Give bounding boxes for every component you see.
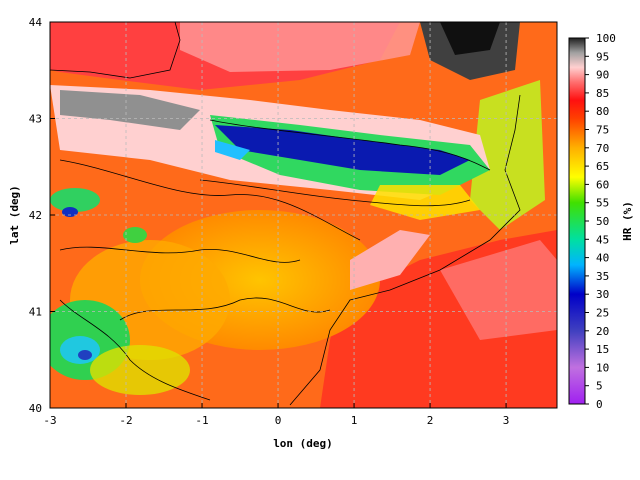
x-tick-label: -3 — [43, 414, 56, 427]
colorbar-tick-label: 65 — [596, 160, 609, 173]
colorbar-tick-label: 70 — [596, 142, 609, 155]
west-blue-42 — [62, 207, 78, 217]
colorbar-label: HR (%) — [621, 201, 634, 241]
colorbar — [568, 37, 586, 405]
west-blue — [78, 350, 92, 360]
plot-area — [50, 22, 557, 408]
colorbar-tick-label: 10 — [596, 361, 609, 374]
y-tick-label: 41 — [29, 306, 42, 319]
x-tick-label: 3 — [503, 414, 510, 427]
colorbar-tick-label: 40 — [596, 252, 609, 265]
sea-south-pink — [440, 240, 557, 340]
contour-3 — [119, 297, 331, 321]
sea-north-light — [180, 22, 420, 72]
colorbar-tick-label: 15 — [596, 343, 609, 356]
colorbar-tick-label: 35 — [596, 270, 609, 283]
colorbar-tick-label: 30 — [596, 288, 609, 301]
x-tick-label: 1 — [351, 414, 358, 427]
colorbar-tick-label: 50 — [596, 215, 609, 228]
contour-5 — [209, 119, 491, 171]
colorbar-tick-label: 90 — [596, 69, 609, 82]
contour-6 — [199, 179, 471, 207]
colorbar-tick-label: 25 — [596, 307, 609, 320]
contour-lines — [50, 22, 521, 406]
colorbar-tick-label: 95 — [596, 50, 609, 63]
pyrenees-cyan — [215, 140, 250, 160]
colorbar-tick-label: 60 — [596, 178, 609, 191]
west-green-42 — [50, 188, 100, 212]
contour-2 — [59, 246, 301, 263]
colorbar-tick-label: 75 — [596, 124, 609, 137]
high-hr-ne-2 — [440, 22, 500, 55]
y-tick-label: 42 — [29, 209, 42, 222]
colorbar-ticks: 0 5 10 15 20 25 30 35 40 45 50 55 60 65 70 75 80 85 90 95 10… — [585, 32, 616, 411]
colorbar-tick-label: 45 — [596, 233, 609, 246]
y-axis-ticks: 40 41 42 43 44 — [29, 16, 55, 415]
west-cyan — [60, 336, 100, 364]
x-tick-label: 2 — [427, 414, 434, 427]
southwest-yellow — [90, 345, 190, 395]
central-green — [123, 227, 147, 243]
y-tick-label: 43 — [29, 113, 42, 126]
y-axis-label: lat (deg) — [8, 185, 21, 245]
contour-4 — [59, 299, 211, 401]
coast-green-east — [470, 80, 545, 230]
colorbar-tick-label: 20 — [596, 325, 609, 338]
y-tick-label: 44 — [29, 16, 43, 29]
colorbar-tick-label: 100 — [596, 32, 616, 45]
pyrenees-grey — [60, 90, 200, 130]
x-tick-label: -2 — [119, 414, 132, 427]
colorbar-tick-label: 5 — [596, 380, 603, 393]
x-tick-label: 0 — [275, 414, 282, 427]
colorbar-tick-label: 85 — [596, 87, 609, 100]
colorbar-tick-label: 55 — [596, 197, 609, 210]
pyrenees-blue — [215, 125, 470, 175]
coastline-east — [289, 94, 521, 406]
coastline-north — [50, 22, 181, 79]
colorbar-tick-label: 0 — [596, 398, 603, 411]
y-tick-label: 40 — [29, 402, 42, 415]
x-axis-ticks: -3 -2 -1 0 1 2 3 — [43, 403, 509, 427]
contour-1 — [59, 159, 361, 241]
coast-pink — [350, 230, 430, 290]
x-tick-label: -1 — [195, 414, 208, 427]
colorbar-tick-label: 80 — [596, 105, 609, 118]
x-axis-label: lon (deg) — [273, 437, 333, 450]
pyrenees-yellow-rim — [370, 185, 480, 220]
